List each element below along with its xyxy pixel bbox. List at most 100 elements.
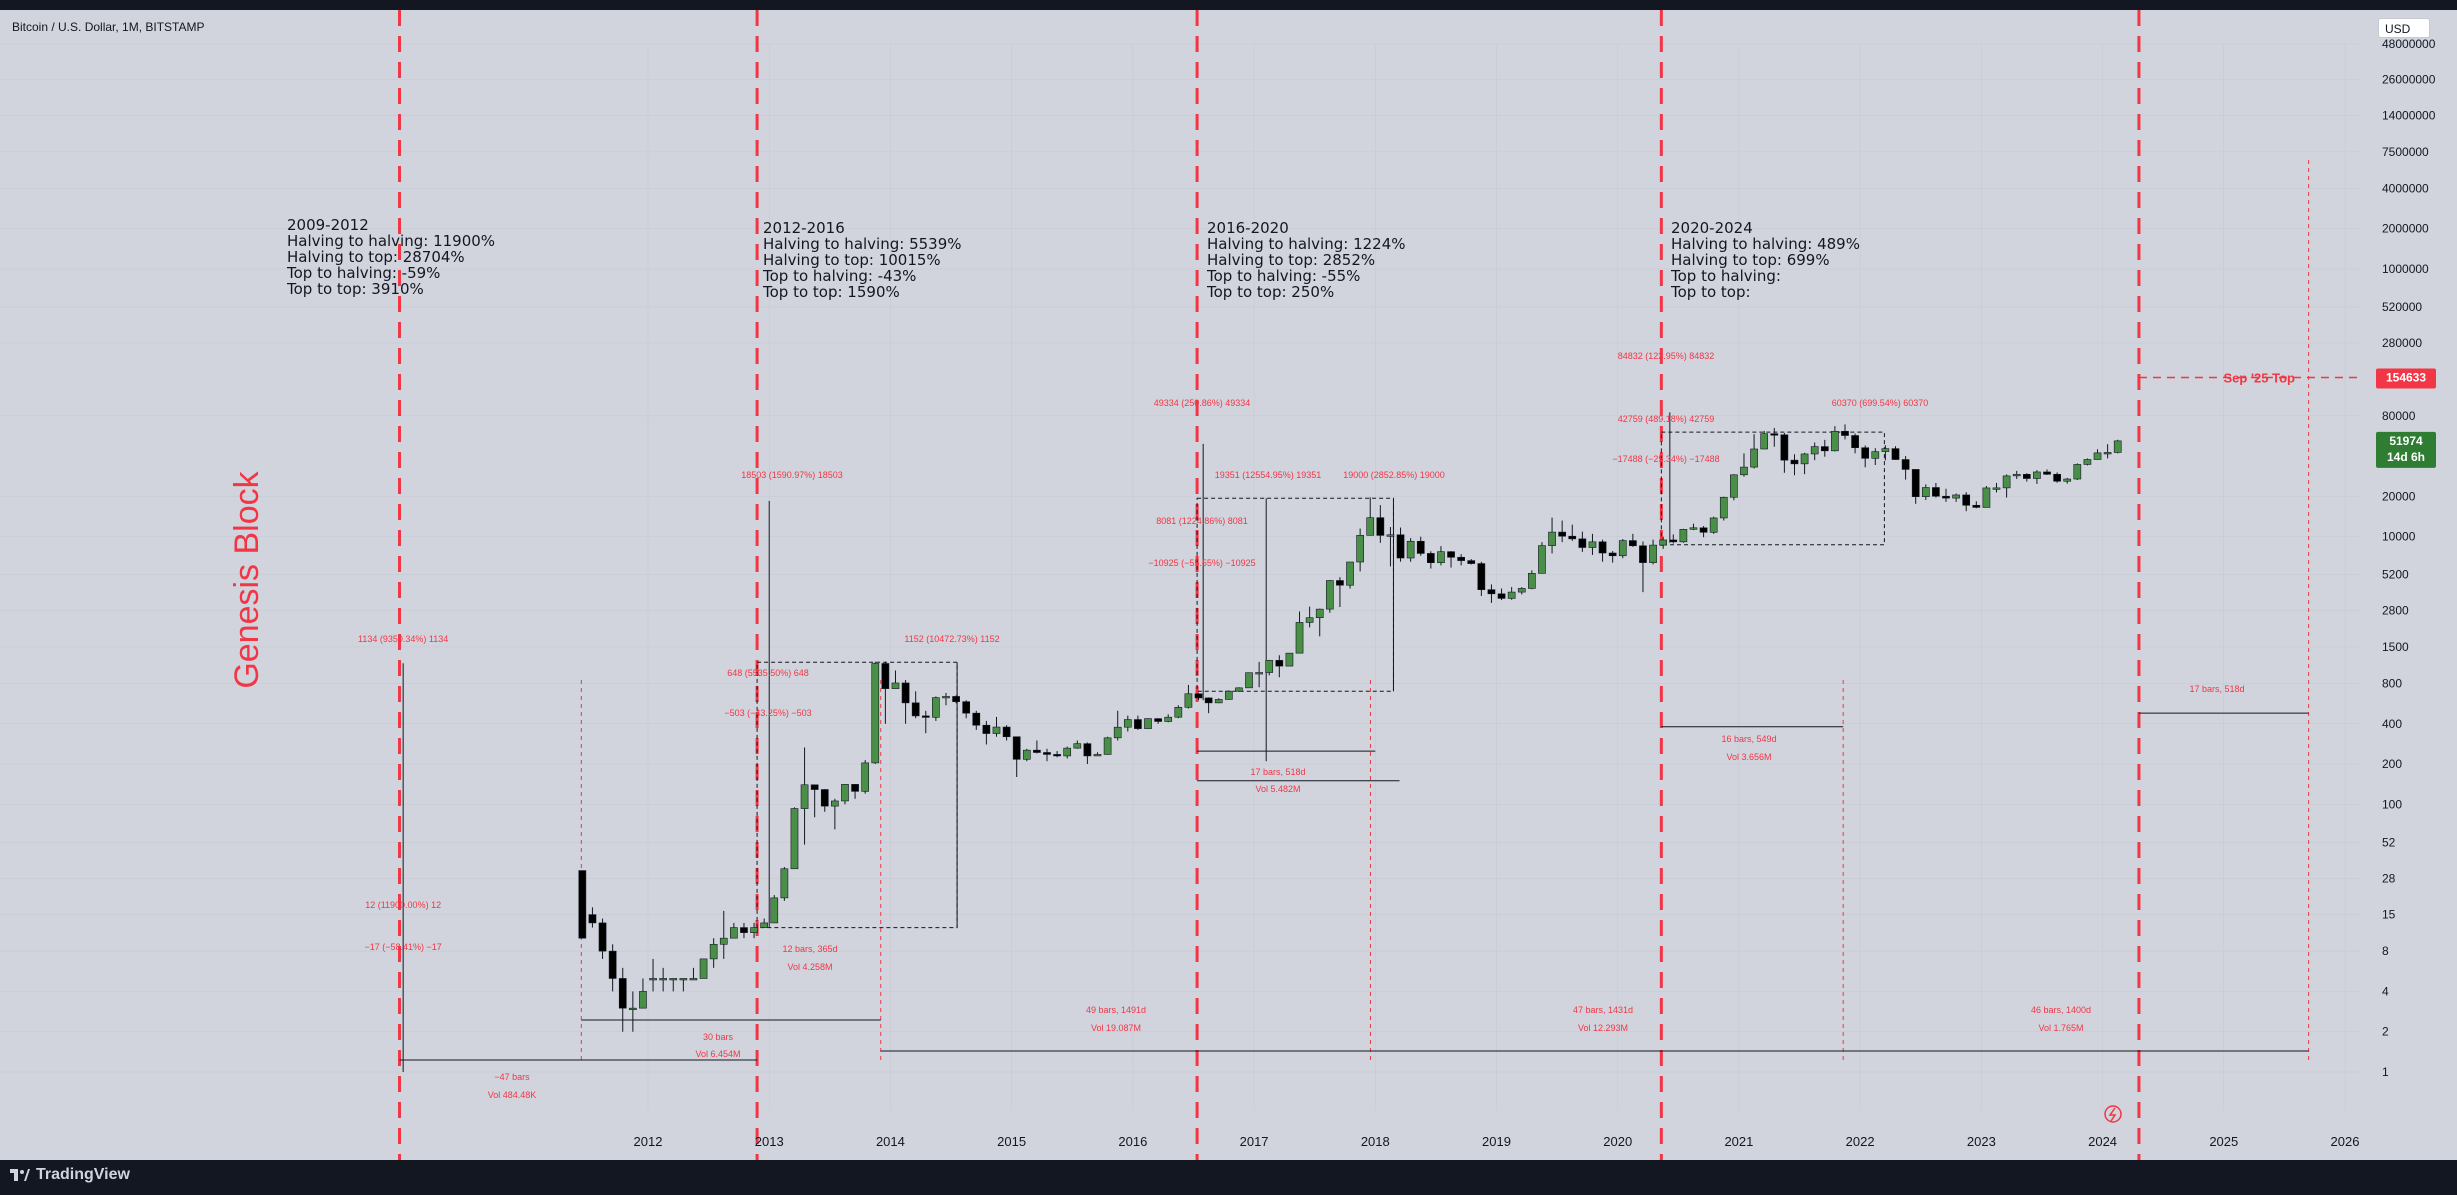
candle-body bbox=[841, 784, 849, 802]
candle-body bbox=[1194, 693, 1203, 699]
candle-body bbox=[1639, 545, 1647, 563]
annotation-label: 17 bars, 518d bbox=[2189, 684, 2244, 694]
y-tick-label: 28 bbox=[2382, 871, 2396, 885]
price-tag-sep25-bg bbox=[2376, 368, 2436, 389]
annotation-label: Vol 1.765M bbox=[2038, 1023, 2083, 1033]
candle-body bbox=[1447, 551, 1455, 558]
price-tag-last-bg bbox=[2376, 431, 2436, 468]
cycle-note-line: Top to top: 1590% bbox=[762, 283, 900, 301]
candle-body bbox=[1467, 560, 1476, 564]
price-tag-last: 14d 6h bbox=[2387, 450, 2425, 464]
y-tick-label: 80000 bbox=[2382, 409, 2416, 423]
candle-body bbox=[1851, 435, 1859, 449]
candle-body bbox=[911, 702, 920, 717]
y-tick-label: 280000 bbox=[2382, 336, 2422, 350]
y-tick-label: 7500000 bbox=[2382, 145, 2429, 159]
currency-selector[interactable]: USD bbox=[2378, 18, 2430, 38]
candle-body bbox=[851, 784, 859, 792]
candle-body bbox=[1002, 726, 1011, 738]
y-tick-label: 8 bbox=[2382, 944, 2389, 958]
candle-body bbox=[1800, 453, 1809, 465]
candle-body bbox=[780, 868, 789, 899]
candle-body bbox=[1386, 534, 1395, 537]
annotation-label: 47 bars, 1431d bbox=[1573, 1005, 1633, 1015]
candle-body bbox=[719, 937, 728, 945]
annotation-label: 18503 (1590.97%) 18503 bbox=[741, 470, 843, 480]
x-tick-label: 2020 bbox=[1603, 1134, 1632, 1149]
annotation-label: 1152 (10472.73%) 1152 bbox=[904, 634, 999, 644]
y-axis[interactable]: 48000000 26000000 14000000 7500000 4000000 20… bbox=[2376, 37, 2436, 1079]
candle-body bbox=[679, 978, 688, 981]
y-tick-label: 10000 bbox=[2382, 530, 2416, 544]
candle-body bbox=[1144, 718, 1152, 729]
cycle-note-line: Halving to halving: 1224% bbox=[1207, 235, 1406, 253]
candle-body bbox=[1740, 466, 1748, 476]
candle-body bbox=[1871, 451, 1880, 459]
candle-body bbox=[1093, 754, 1102, 757]
candle-body bbox=[1325, 580, 1334, 610]
candle-body bbox=[1901, 459, 1910, 470]
cycle-note-line: 2012-2016 bbox=[763, 219, 845, 237]
candle-body bbox=[2063, 478, 2072, 482]
grid bbox=[0, 43, 2360, 1110]
candle-body bbox=[669, 978, 678, 981]
candle-body bbox=[1134, 719, 1142, 729]
x-tick-label: 2019 bbox=[1482, 1134, 1511, 1149]
candle-body bbox=[750, 927, 758, 933]
candle-body bbox=[1689, 527, 1698, 530]
y-tick-label: 4000000 bbox=[2382, 181, 2429, 195]
candle-body bbox=[629, 1007, 637, 1010]
candle-body bbox=[1831, 430, 1839, 452]
annotation-label: 49334 (250.86%) 49334 bbox=[1154, 398, 1251, 408]
candle-body bbox=[2093, 452, 2102, 460]
candle-body bbox=[1992, 487, 2001, 490]
genesis-block-label: Genesis Block bbox=[228, 470, 266, 688]
candle-body bbox=[1861, 447, 1870, 459]
candle-body bbox=[1164, 716, 1173, 722]
cycle-note-line: Halving to halving: 489% bbox=[1671, 235, 1860, 253]
y-tick-label: 26000000 bbox=[2382, 73, 2436, 87]
candle-body bbox=[2073, 464, 2082, 480]
cycle-note-line: Top to top: 250% bbox=[1206, 283, 1334, 301]
candle-body bbox=[1921, 487, 1930, 497]
chart-area[interactable] bbox=[0, 10, 2457, 1160]
candle-body bbox=[831, 800, 839, 807]
y-tick-label: 1000000 bbox=[2382, 262, 2429, 276]
candle-body bbox=[1891, 448, 1900, 460]
x-tick-label: 2015 bbox=[997, 1134, 1026, 1149]
candle-body bbox=[810, 784, 819, 790]
x-tick-label: 2021 bbox=[1724, 1134, 1753, 1149]
symbol-title[interactable]: Bitcoin / U.S. Dollar, 1M, BITSTAMP bbox=[12, 20, 205, 34]
candle-body bbox=[992, 726, 1001, 734]
candle-body bbox=[1356, 535, 1364, 563]
candle-body bbox=[1346, 561, 1354, 586]
candle-body bbox=[2033, 471, 2041, 479]
candle-body bbox=[1184, 693, 1193, 708]
top-bar bbox=[0, 0, 2457, 10]
candle-body bbox=[1053, 754, 1061, 757]
y-tick-label: 2800 bbox=[2382, 604, 2409, 618]
annotation-label: Vol 19.087M bbox=[1091, 1023, 1141, 1033]
candle-body bbox=[1295, 622, 1304, 654]
candle-body bbox=[770, 897, 779, 924]
candle-body bbox=[1012, 736, 1021, 760]
candle-body bbox=[942, 696, 950, 699]
candle-body bbox=[578, 870, 587, 939]
brand-logo[interactable]: TradingView bbox=[10, 1166, 130, 1184]
x-axis[interactable]: 2012 2013 2014 2015 2016 2017 2018 2019 2020 2021… bbox=[634, 1105, 2360, 1149]
y-tick-label: 400 bbox=[2382, 717, 2402, 731]
candle-body bbox=[1517, 588, 1526, 593]
x-tick-label: 2026 bbox=[2331, 1134, 2360, 1149]
candle-body bbox=[1437, 551, 1445, 563]
candle-body bbox=[1507, 591, 1516, 599]
y-tick-label: 520000 bbox=[2382, 300, 2422, 314]
annotation-label: 42759 (489.18%) 42759 bbox=[1618, 414, 1715, 424]
y-tick-label: 100 bbox=[2382, 797, 2402, 811]
candle-body bbox=[1932, 487, 1940, 497]
x-tick-label: 2025 bbox=[2209, 1134, 2238, 1149]
candle-body bbox=[1982, 487, 1991, 508]
candle-body bbox=[740, 927, 748, 933]
candle-body bbox=[1598, 541, 1607, 554]
